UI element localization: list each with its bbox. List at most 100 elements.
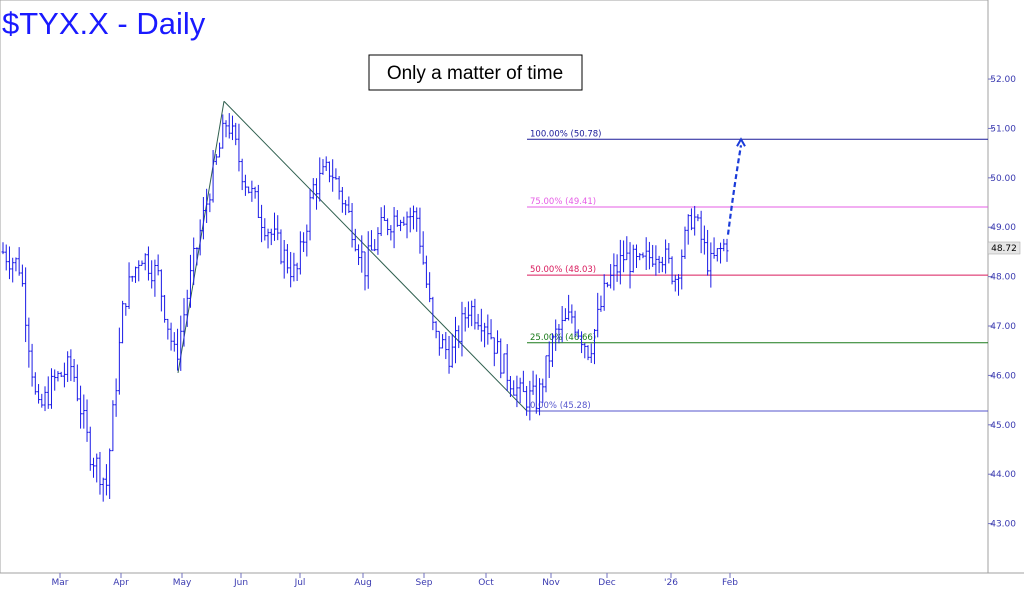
price-bar — [457, 325, 461, 349]
price-bar — [230, 115, 234, 141]
price-bar — [592, 329, 596, 365]
price-bar — [11, 257, 15, 283]
price-bar — [201, 197, 205, 240]
price-bar — [121, 300, 125, 344]
price-bar — [618, 239, 622, 285]
x-tick-label: '26 — [664, 578, 678, 588]
price-bar — [547, 341, 551, 379]
projection-arrowhead — [736, 137, 746, 147]
price-bar — [111, 400, 115, 452]
price-bar — [256, 184, 260, 219]
price-bar — [386, 218, 390, 236]
y-tick-label: 45.00 — [990, 421, 1016, 431]
price-bar — [706, 229, 710, 276]
price-bar — [269, 228, 273, 246]
price-bar — [615, 254, 619, 282]
price-bar — [250, 180, 254, 202]
price-bar — [428, 272, 432, 303]
price-bar — [379, 207, 383, 237]
price-bar — [722, 238, 726, 252]
price-bar — [508, 375, 512, 398]
price-bar — [27, 317, 31, 368]
price-bar — [489, 319, 493, 340]
swing-line — [177, 101, 225, 374]
price-bar — [188, 254, 192, 308]
y-tick-label: 49.00 — [990, 223, 1016, 233]
price-bar — [53, 369, 57, 391]
price-bar — [638, 253, 642, 261]
price-bar — [373, 239, 377, 252]
price-bar — [499, 338, 503, 379]
price-bar — [596, 292, 600, 338]
price-bar — [631, 244, 635, 273]
price-bar — [531, 370, 535, 395]
price-bar — [683, 226, 687, 259]
price-bar — [179, 315, 183, 371]
price-bar — [331, 159, 335, 192]
price-bar — [4, 244, 8, 271]
price-bar — [657, 255, 661, 274]
price-bar — [227, 113, 231, 139]
price-bar — [534, 374, 538, 414]
price-bar — [418, 207, 422, 254]
x-tick-label: Apr — [113, 578, 129, 588]
price-bar — [172, 332, 176, 352]
price-bar — [344, 199, 348, 216]
price-bar — [576, 329, 580, 339]
price-bar — [88, 426, 92, 471]
price-bar — [441, 334, 445, 349]
price-bar — [46, 376, 50, 409]
price-bar — [159, 269, 163, 312]
price-bar — [602, 274, 606, 311]
price-bar — [137, 260, 141, 282]
price-bar — [350, 203, 354, 248]
price-bar — [127, 262, 131, 310]
x-tick-label: Feb — [722, 578, 738, 588]
fib-level-label: 75.00% (49.41) — [530, 197, 596, 207]
price-bar — [279, 229, 283, 265]
price-bar — [673, 274, 677, 292]
price-bar — [466, 301, 470, 328]
price-bar — [434, 321, 438, 339]
price-bar — [224, 120, 228, 138]
chart-title: $TYX.X - Daily — [2, 6, 206, 41]
price-bar — [150, 260, 154, 289]
price-bar — [580, 331, 584, 354]
price-bar — [169, 322, 173, 351]
price-bar — [334, 168, 338, 180]
price-bar — [473, 298, 477, 330]
price-bar — [263, 218, 267, 241]
x-tick-label: Oct — [478, 578, 494, 588]
price-bar — [557, 324, 561, 344]
price-bar — [460, 301, 464, 357]
price-bar — [415, 207, 419, 232]
price-bar — [40, 393, 44, 408]
price-bar — [182, 298, 186, 347]
price-bar — [431, 296, 435, 331]
price-bar — [221, 114, 225, 149]
price-bar — [411, 205, 415, 230]
price-bar — [641, 252, 645, 259]
price-bar — [502, 353, 506, 374]
price-bar — [725, 238, 729, 262]
price-bar — [651, 244, 655, 267]
price-bar — [563, 308, 567, 322]
price-bar — [324, 156, 328, 171]
price-bar — [282, 239, 286, 279]
projection-path — [726, 145, 743, 235]
price-bar — [82, 394, 86, 429]
price-bar — [628, 242, 632, 289]
price-bar — [505, 344, 509, 391]
price-bar — [515, 375, 519, 408]
projection-arrow — [726, 137, 746, 235]
price-bar — [612, 253, 616, 291]
price-bar — [347, 196, 351, 214]
fib-level-label: 25.00% (46.66) — [530, 333, 596, 343]
price-bar — [208, 193, 212, 213]
price-bar — [625, 236, 629, 261]
price-bar — [56, 371, 60, 382]
price-bar — [237, 123, 241, 172]
price-bar — [483, 322, 487, 348]
